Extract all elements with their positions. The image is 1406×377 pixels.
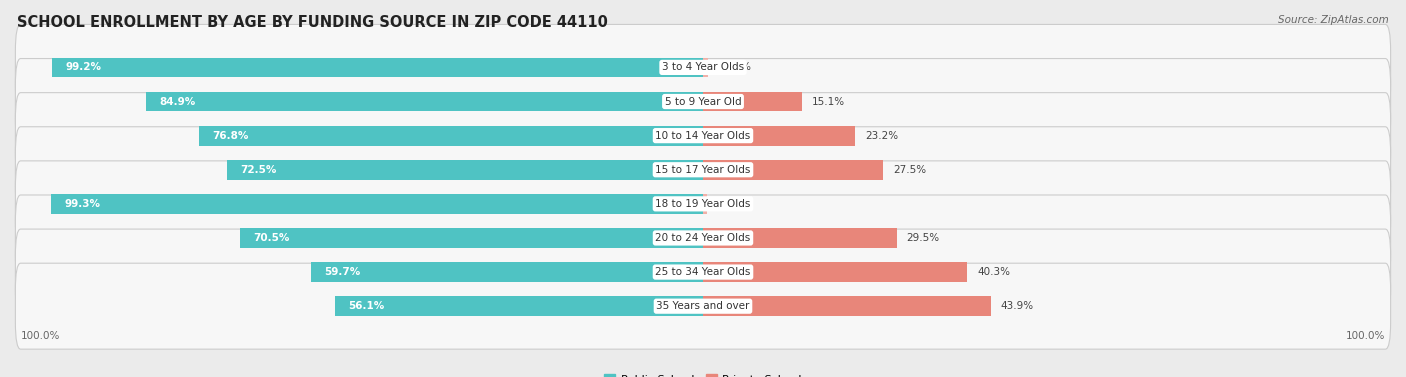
Bar [703,126,855,146]
Text: 72.5%: 72.5% [240,165,277,175]
Text: 99.2%: 99.2% [65,63,101,72]
Text: 23.2%: 23.2% [865,130,898,141]
Bar [200,126,703,146]
Text: 25 to 34 Year Olds: 25 to 34 Year Olds [655,267,751,277]
Text: 59.7%: 59.7% [325,267,361,277]
Bar [703,160,883,179]
Bar [52,58,703,77]
Text: 35 Years and over: 35 Years and over [657,301,749,311]
FancyBboxPatch shape [15,229,1391,315]
Text: 100.0%: 100.0% [21,331,60,341]
Bar [52,194,703,214]
Text: 84.9%: 84.9% [159,97,195,107]
FancyBboxPatch shape [15,25,1391,110]
Bar [703,296,991,316]
FancyBboxPatch shape [15,195,1391,281]
Text: 100.0%: 100.0% [1346,331,1385,341]
Text: 40.3%: 40.3% [977,267,1011,277]
Text: 0.78%: 0.78% [718,63,751,72]
FancyBboxPatch shape [15,93,1391,179]
Text: Source: ZipAtlas.com: Source: ZipAtlas.com [1278,15,1389,25]
FancyBboxPatch shape [15,263,1391,349]
Text: 76.8%: 76.8% [212,130,249,141]
Text: 15.1%: 15.1% [811,97,845,107]
Text: 18 to 19 Year Olds: 18 to 19 Year Olds [655,199,751,209]
Text: 10 to 14 Year Olds: 10 to 14 Year Olds [655,130,751,141]
Bar [311,262,703,282]
FancyBboxPatch shape [15,127,1391,213]
Text: 27.5%: 27.5% [893,165,927,175]
Bar [703,194,707,214]
Bar [146,92,703,112]
Bar [703,228,897,248]
Text: 15 to 17 Year Olds: 15 to 17 Year Olds [655,165,751,175]
Bar [228,160,703,179]
Text: 56.1%: 56.1% [349,301,384,311]
Text: 5 to 9 Year Old: 5 to 9 Year Old [665,97,741,107]
Bar [335,296,703,316]
Text: 3 to 4 Year Olds: 3 to 4 Year Olds [662,63,744,72]
FancyBboxPatch shape [15,58,1391,144]
Legend: Public School, Private School: Public School, Private School [600,370,806,377]
Text: 0.66%: 0.66% [717,199,751,209]
Text: 99.3%: 99.3% [65,199,101,209]
FancyBboxPatch shape [15,161,1391,247]
Text: 70.5%: 70.5% [253,233,290,243]
Bar [703,92,801,112]
Text: SCHOOL ENROLLMENT BY AGE BY FUNDING SOURCE IN ZIP CODE 44110: SCHOOL ENROLLMENT BY AGE BY FUNDING SOUR… [17,15,607,30]
Bar [703,262,967,282]
Text: 20 to 24 Year Olds: 20 to 24 Year Olds [655,233,751,243]
Bar [240,228,703,248]
Text: 29.5%: 29.5% [907,233,939,243]
Bar [703,58,709,77]
Text: 43.9%: 43.9% [1001,301,1033,311]
